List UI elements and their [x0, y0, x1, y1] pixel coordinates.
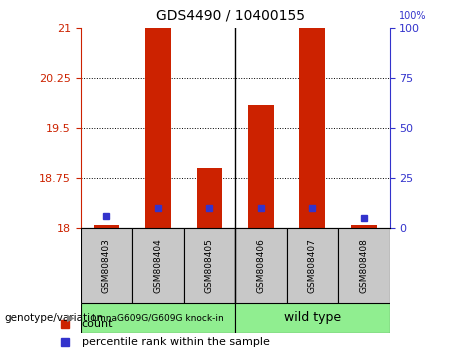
Text: wild type: wild type — [284, 311, 341, 324]
Text: GSM808405: GSM808405 — [205, 238, 214, 293]
Text: GDS4490 / 10400155: GDS4490 / 10400155 — [156, 9, 305, 23]
Text: ▶: ▶ — [67, 313, 74, 323]
Text: GSM808403: GSM808403 — [102, 238, 111, 293]
Bar — [183, 228, 235, 303]
Bar — [196, 169, 222, 228]
Text: LmnaG609G/G609G knock-in: LmnaG609G/G609G knock-in — [92, 313, 224, 322]
Text: genotype/variation: genotype/variation — [5, 313, 104, 323]
Text: GSM808404: GSM808404 — [154, 238, 162, 293]
Bar — [248, 105, 274, 228]
Text: percentile rank within the sample: percentile rank within the sample — [82, 337, 270, 347]
Text: 100%: 100% — [399, 11, 426, 21]
Text: GSM808408: GSM808408 — [359, 238, 368, 293]
Bar — [287, 228, 338, 303]
Bar — [145, 28, 171, 228]
Text: GSM808407: GSM808407 — [308, 238, 317, 293]
Bar — [300, 28, 325, 228]
Bar — [351, 225, 377, 228]
Bar — [94, 225, 119, 228]
Bar — [338, 228, 390, 303]
Bar — [132, 228, 183, 303]
Bar — [81, 228, 132, 303]
Text: count: count — [82, 319, 113, 329]
Bar — [235, 303, 390, 333]
Bar — [235, 228, 287, 303]
Text: GSM808406: GSM808406 — [256, 238, 266, 293]
Bar — [81, 303, 235, 333]
